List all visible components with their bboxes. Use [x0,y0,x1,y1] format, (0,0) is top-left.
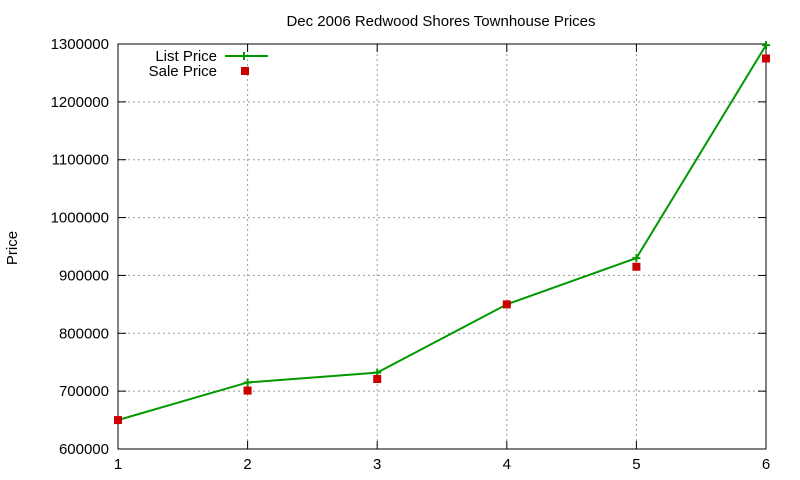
chart-title: Dec 2006 Redwood Shores Townhouse Prices [286,13,595,30]
series-layer [114,41,770,425]
x-tick-label: 4 [503,456,511,473]
y-tick-label: 700000 [59,383,109,400]
x-tick-label: 6 [762,456,770,473]
legend-label-list-price: List Price [155,48,217,65]
axes [117,43,767,450]
x-tick-label: 2 [243,456,251,473]
y-tick-label: 900000 [59,267,109,284]
x-tick-label: 3 [373,456,381,473]
y-tick-label: 800000 [59,325,109,342]
legend-marker-list-price [240,52,248,60]
y-tick-label: 1100000 [52,152,109,169]
x-tick-label: 5 [632,456,640,473]
list-price-point [243,378,252,387]
list-price-point [762,41,770,50]
y-axis-label: Price [4,231,21,265]
list-price-point [632,254,641,263]
grid-lines [118,44,766,449]
sale-price-point [373,374,382,383]
sale-price-point [243,386,252,395]
list-price-line [117,44,767,422]
x-tick-label: 1 [114,456,122,473]
sale-price-point [632,262,641,271]
tick-labels: 6000007000008000009000001000000110000012… [51,36,771,473]
y-tick-label: 600000 [59,441,109,458]
sale-price-point [502,300,511,309]
plot-frame [117,43,767,450]
y-tick-label: 1300000 [51,36,109,53]
sale-price-point [762,54,770,63]
legend-marker-sale-price [241,67,249,75]
legend-label-sale-price: Sale Price [149,63,217,80]
y-tick-label: 1200000 [51,94,109,111]
sale-price-point [114,416,122,425]
legend: List Price Sale Price [149,48,268,80]
y-tick-label: 1000000 [51,210,109,227]
